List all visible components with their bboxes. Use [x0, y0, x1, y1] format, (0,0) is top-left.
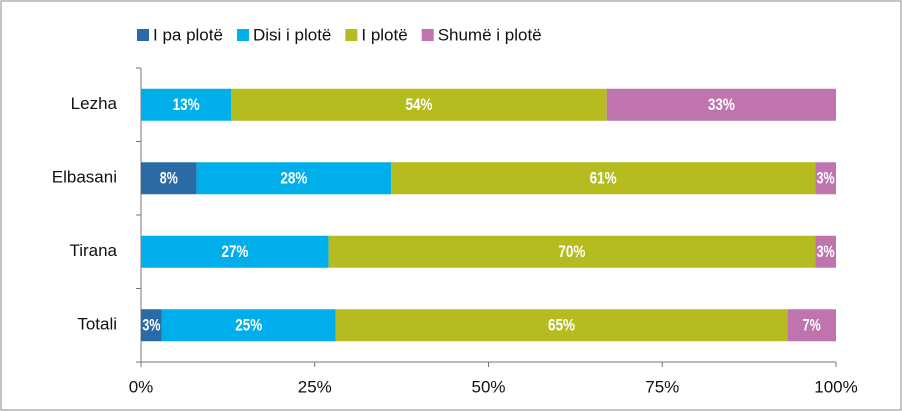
bar-segment: [141, 235, 329, 268]
bar-segment: [335, 309, 788, 342]
x-tick-label: 0%: [129, 377, 154, 396]
legend-label: I plotë: [361, 25, 407, 44]
y-tick-label: Lezha: [71, 94, 118, 113]
bar-segment: [231, 88, 607, 121]
value-label: 3%: [142, 316, 160, 335]
bar-segment: [141, 162, 197, 195]
bar-segment: [328, 235, 816, 268]
x-tick-label: 75%: [645, 377, 679, 396]
value-label: 70%: [558, 242, 585, 261]
value-label: 61%: [590, 169, 617, 188]
value-label: 28%: [280, 169, 307, 188]
value-label: 13%: [173, 95, 200, 114]
bar-segment: [787, 309, 836, 342]
bar-segment: [815, 162, 836, 195]
legend-label: Disi i plotë: [253, 25, 331, 44]
legend-swatch: [137, 29, 149, 41]
value-label: 3%: [817, 169, 835, 188]
bar-segment: [141, 309, 162, 342]
value-label: 33%: [708, 95, 735, 114]
x-tick-label: 100%: [814, 377, 857, 396]
legend-swatch: [421, 29, 434, 41]
value-label: 7%: [803, 316, 821, 335]
legend-label: I pa plotë: [153, 25, 223, 44]
value-label: 25%: [235, 316, 262, 335]
value-label: 8%: [160, 169, 178, 188]
bar-segment: [161, 309, 336, 342]
legend-swatch: [236, 29, 249, 41]
bar-segment: [606, 88, 836, 121]
x-tick-label: 25%: [298, 377, 332, 396]
value-label: 65%: [548, 316, 575, 335]
value-label: 3%: [817, 242, 835, 261]
y-tick-label: Totali: [77, 315, 117, 334]
bar-segment: [196, 162, 392, 195]
legend-label: Shumë i plotë: [438, 25, 542, 44]
value-label: 54%: [406, 95, 433, 114]
legend-swatch: [345, 29, 358, 41]
y-tick-label: Tirana: [69, 241, 117, 260]
bar-segment: [391, 162, 816, 195]
bar-segment: [141, 88, 232, 121]
x-tick-label: 50%: [471, 377, 505, 396]
bar-segment: [815, 235, 836, 268]
value-label: 27%: [221, 242, 248, 261]
y-tick-label: Elbasani: [52, 168, 117, 187]
